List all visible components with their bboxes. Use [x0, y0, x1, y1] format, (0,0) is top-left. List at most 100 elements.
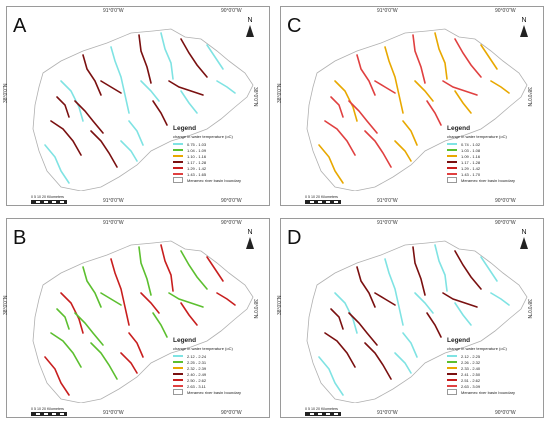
legend-entry-label: 1.43 - 1.70: [461, 171, 481, 177]
stream-segment: [180, 90, 198, 114]
stream-segment: [128, 332, 144, 358]
stream-segment: [160, 32, 174, 80]
longitude-label-top-right: 90°0'0"W: [221, 220, 242, 226]
legend-swatch: [447, 379, 457, 381]
stream-network: [44, 32, 236, 184]
stream-segment: [394, 140, 412, 162]
legend-entry-label: 0.74 - 1.02: [461, 141, 481, 147]
stream-segment: [100, 292, 122, 306]
stream-segment: [168, 80, 204, 96]
scale-bar: [305, 412, 341, 416]
scale-bar: [31, 412, 67, 416]
legend-swatch: [173, 167, 183, 169]
legend-entry-label: 2.12 - 2.24: [187, 353, 207, 359]
legend-entry-label: 2.50 - 2.62: [187, 377, 207, 383]
legend: Legend change in water temperature (oC) …: [173, 125, 265, 183]
stream-network: [44, 244, 236, 396]
legend-entry: 1.10 - 1.16: [173, 153, 265, 159]
legend-swatch: [447, 143, 457, 145]
legend-entry-label: 1.17 - 1.28: [461, 159, 481, 165]
stream-segment: [454, 250, 482, 290]
legend-entry: 0.75 - 1.03: [173, 141, 265, 147]
north-arrow-icon: N: [245, 17, 255, 39]
stream-segment: [434, 32, 448, 80]
stream-segment: [82, 266, 102, 308]
legend-entry: 0.74 - 1.02: [447, 141, 539, 147]
north-label: N: [521, 229, 527, 236]
stream-segment: [412, 34, 426, 84]
stream-segment: [82, 54, 102, 96]
legend-entry-label: 2.32 - 2.39: [187, 365, 207, 371]
legend-swatch: [173, 367, 183, 369]
scale-bar-label: 0 5 10 20 Kilometers: [305, 195, 338, 199]
latitude-label-left: 38°0'0"N: [277, 295, 283, 315]
legend-swatch: [447, 385, 457, 387]
legend-swatch: [173, 385, 183, 387]
legend-swatch: [447, 161, 457, 163]
legend-entry: 1.43 - 1.65: [173, 171, 265, 177]
legend-entry-label: 1.29 - 1.42: [461, 165, 481, 171]
stream-segment: [138, 246, 152, 296]
stream-segment: [90, 342, 118, 380]
legend-entry-label: 2.26 - 2.32: [461, 359, 481, 365]
legend-swatch: [173, 143, 183, 145]
stream-segment: [334, 292, 358, 334]
stream-segment: [60, 292, 84, 334]
stream-segment: [384, 46, 404, 114]
legend-entry: 1.03 - 1.08: [447, 147, 539, 153]
stream-segment: [426, 312, 442, 338]
stream-segment: [480, 44, 498, 70]
latitude-label-left: 38°0'0"N: [3, 83, 9, 103]
legend-boundary-row: Meramec river basin boundary: [173, 389, 265, 395]
legend-entry: 2.12 - 2.24: [173, 353, 265, 359]
stream-segment: [56, 96, 70, 118]
legend-swatch: [173, 361, 183, 363]
north-arrow-icon: N: [519, 229, 529, 251]
legend-entry: 2.63 - 3.11: [173, 383, 265, 389]
longitude-label-top-left: 91°0'0"W: [377, 220, 398, 226]
panel-letter: D: [287, 227, 302, 249]
legend-boundary-label: Meramec river basin boundary: [461, 389, 516, 395]
legend-swatch: [447, 149, 457, 151]
stream-segment: [394, 352, 412, 374]
scale-bar-label: 0 5 10 20 Kilometers: [31, 407, 64, 411]
map-panel: D 91°0'0"W 90°0'0"W 91°0'0"W 90°0'0"W 38…: [277, 218, 544, 418]
stream-segment: [60, 80, 84, 122]
north-label: N: [247, 17, 253, 24]
legend-entry: 2.40 - 2.49: [173, 371, 265, 377]
stream-segment: [374, 80, 396, 94]
stream-segment: [160, 244, 174, 292]
longitude-label-bottom-left: 91°0'0"W: [377, 410, 398, 416]
legend-title: Legend: [447, 125, 471, 132]
legend-entry-label: 1.10 - 1.16: [187, 153, 207, 159]
legend-entry: 1.09 - 1.16: [447, 153, 539, 159]
stream-segment: [152, 100, 168, 126]
legend-entry-label: 1.29 - 1.42: [187, 165, 207, 171]
legend-swatch: [173, 173, 183, 175]
legend-swatch: [447, 367, 457, 369]
stream-segment: [334, 80, 358, 122]
stream-segment: [454, 302, 472, 326]
stream-segment: [138, 34, 152, 84]
legend-entry-label: 1.09 - 1.16: [461, 153, 481, 159]
legend-entry-label: 2.63 - 3.11: [187, 383, 206, 389]
legend-swatch: [173, 379, 183, 381]
stream-segment: [356, 266, 376, 308]
longitude-label-top-left: 91°0'0"W: [103, 8, 124, 14]
stream-segment: [414, 80, 434, 102]
stream-segment: [384, 258, 404, 326]
legend-swatch: [447, 373, 457, 375]
stream-segment: [374, 292, 396, 306]
legend-entry-label: 2.25 - 2.31: [187, 359, 207, 365]
scale-bar: [31, 200, 67, 204]
stream-segment: [120, 352, 138, 374]
legend-entry: 2.63 - 3.09: [447, 383, 539, 389]
boundary-swatch: [173, 389, 183, 395]
legend-boundary-row: Meramec river basin boundary: [447, 389, 539, 395]
legend-entry-label: 2.40 - 2.49: [187, 371, 207, 377]
map-panel: A 91°0'0"W 90°0'0"W 91°0'0"W 90°0'0"W 38…: [3, 6, 270, 206]
boundary-swatch: [173, 177, 183, 183]
legend-swatch: [173, 373, 183, 375]
stream-segment: [74, 312, 104, 346]
stream-segment: [120, 140, 138, 162]
